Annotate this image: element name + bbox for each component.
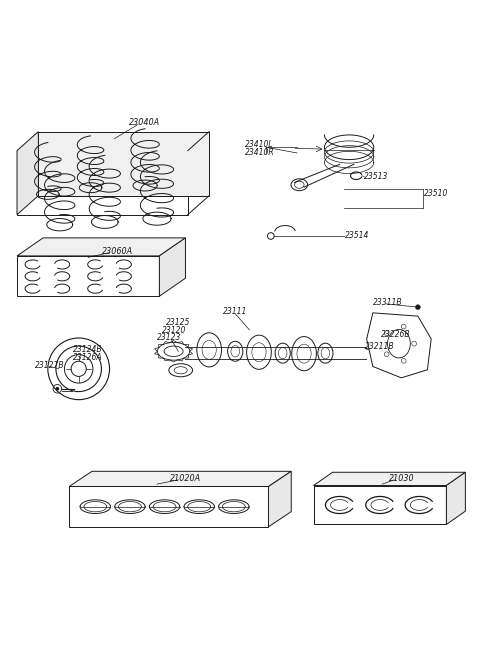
Polygon shape: [38, 131, 209, 196]
Text: 23126A: 23126A: [73, 353, 103, 362]
Text: 21020A: 21020A: [170, 474, 202, 483]
Polygon shape: [17, 131, 38, 215]
Text: 23120: 23120: [162, 326, 186, 335]
Polygon shape: [17, 238, 185, 256]
Polygon shape: [268, 471, 291, 527]
Polygon shape: [367, 313, 431, 378]
Text: 23060A: 23060A: [102, 246, 133, 256]
Polygon shape: [446, 472, 466, 524]
Text: 23211B: 23211B: [365, 342, 395, 351]
Polygon shape: [17, 150, 188, 215]
Circle shape: [56, 387, 59, 391]
Polygon shape: [313, 472, 466, 486]
Text: 23226B: 23226B: [381, 330, 410, 339]
Text: 23123: 23123: [157, 334, 181, 342]
Text: 23124B: 23124B: [73, 346, 103, 354]
Polygon shape: [69, 486, 268, 527]
Polygon shape: [159, 238, 185, 296]
Text: 23111: 23111: [223, 307, 248, 317]
Text: 23513: 23513: [364, 172, 389, 181]
Text: 23514: 23514: [345, 231, 370, 240]
Text: 21030: 21030: [389, 474, 415, 483]
Text: 23311B: 23311B: [373, 298, 402, 307]
Polygon shape: [313, 486, 446, 524]
Text: 23410L: 23410L: [245, 140, 274, 149]
Polygon shape: [17, 256, 159, 296]
Text: 23127B: 23127B: [35, 361, 64, 369]
Text: 23410R: 23410R: [245, 148, 275, 156]
Polygon shape: [69, 471, 291, 486]
Text: 23510: 23510: [424, 189, 448, 198]
Circle shape: [416, 305, 420, 309]
Text: 23040A: 23040A: [129, 118, 160, 127]
Text: 23125: 23125: [167, 318, 191, 327]
